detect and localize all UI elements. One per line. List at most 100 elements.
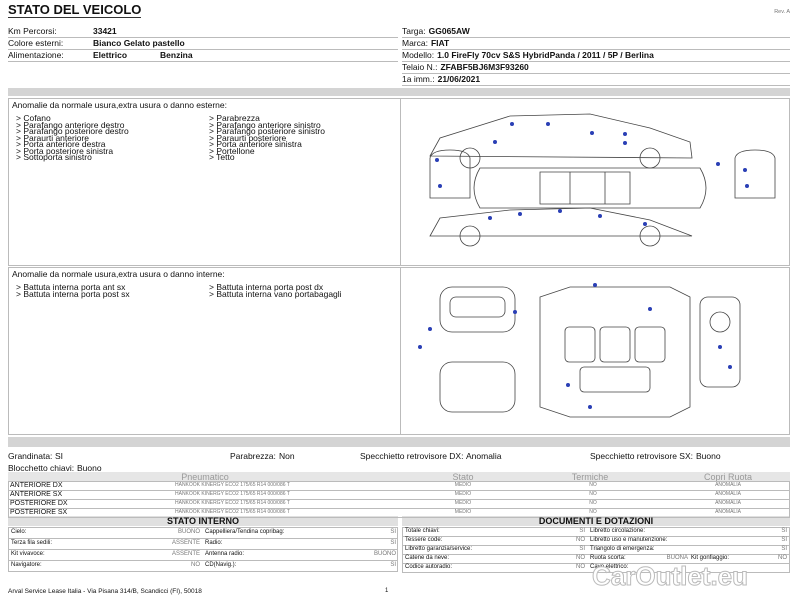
tyre-cell: ANOMALIA [715, 500, 741, 506]
table-value: ASSENTE [171, 540, 200, 546]
separator-bar [8, 437, 790, 447]
anomaly-item: > Parafango posteriore sinistro [209, 126, 325, 136]
section-title: Anomalie da normale usura,extra usura o … [12, 269, 225, 279]
table-label: Codice autoradio: [405, 564, 453, 570]
table-label: Kit gonfiaggio: [691, 555, 730, 561]
footer-address: Arval Service Lease Italia - Via Pisana … [8, 588, 202, 595]
table-value: BUONA [666, 555, 688, 561]
table-label: Ruota scorta: [590, 555, 626, 561]
vehicle-row: Targa: GG065AW [402, 26, 790, 38]
condition-value: Non [279, 451, 295, 461]
vehicle-row: Modello: 1.0 FireFly 70cv S&S HybridPanda… [402, 50, 790, 62]
table-value: NO [778, 555, 787, 561]
table-value: SI [390, 562, 396, 568]
tyre-cell: HANKOOK KINERGY ECO2 175/65 R14 000/086 … [175, 500, 290, 506]
table-value: SI [390, 529, 396, 535]
interior-diagram [418, 283, 741, 418]
report-title: STATO DEL VEICOLO [8, 2, 142, 18]
table-value: SI [781, 537, 787, 543]
table-label: Triangolo di emergenza: [590, 546, 655, 552]
vehicle-row: Alimentazione: Elettrico Benzina [8, 50, 398, 62]
vehicle-row: Telaio N.: ZFABF5BJ6M3F93260 [402, 62, 790, 74]
tyre-cell: NO [589, 482, 597, 488]
tyre-position: ANTERIORE SX [10, 491, 63, 498]
vehicle-row: 1a imm.: 21/06/2021 [402, 74, 790, 86]
table-label: Cappelliera/Tendina copribag: [205, 529, 285, 535]
field-value: GG065AW [428, 26, 470, 36]
revision: Rev. A [774, 9, 790, 15]
documents-header [402, 516, 790, 526]
watermark: CarOutlet.eu [591, 561, 749, 591]
table-label: Navigatore: [11, 562, 42, 568]
vehicle-row: Km Percorsi: 33421 [8, 26, 398, 38]
field-value: 33421 [93, 26, 117, 36]
section-title: Anomalie da normale usura,extra usura o … [12, 100, 227, 110]
table-label: Totale chiavi: [405, 528, 440, 534]
anomaly-item: > Battuta interna vano portabagagli [209, 288, 342, 299]
table-label: Catene da neve: [405, 555, 450, 561]
table-value: ASSENTE [171, 551, 200, 557]
condition-label: Grandinata: [8, 451, 53, 461]
tyre-position: POSTERIORE SX [10, 509, 68, 516]
condition-label: Specchietto retrovisore SX: [590, 451, 693, 461]
table-label: Libretto circolazione: [590, 528, 646, 534]
tyre-row-border [8, 508, 790, 518]
table-label: Tessere code: [405, 537, 443, 543]
table-label: Antenna radio: [205, 551, 245, 557]
field-value: Elettrico [93, 50, 128, 60]
tyre-cell: MEDIO [454, 500, 472, 506]
anomaly-item: > Porta anteriore destra [16, 139, 106, 149]
anomaly-item: > Cofano [16, 113, 51, 123]
table-row-border [402, 563, 790, 573]
field-value: Bianco Gelato pastello [93, 38, 185, 48]
table-value: SI [781, 528, 787, 534]
tyre-cell: ANOMALIA [715, 509, 741, 515]
anomaly-item: > Portellone [209, 145, 255, 156]
tyre-cell: ANOMALIA [715, 482, 741, 488]
anomaly-item: > Parafango anteriore sinistro [209, 119, 321, 130]
exterior-diagram-frame [400, 98, 790, 266]
table-label: Terza fila sedili: [11, 540, 53, 546]
field-label: Marca: [402, 38, 428, 48]
field-label: Colore esterni: [8, 38, 64, 48]
table-value: NO [576, 564, 585, 570]
table-label: Libretto garanzia/service: [405, 546, 473, 552]
interior-diagram-frame [400, 267, 790, 435]
table-value: SI [781, 546, 787, 552]
vehicle-row: Marca: FIAT [402, 38, 790, 50]
table-value: BUONO [177, 529, 200, 535]
field-label: Targa: [402, 26, 426, 36]
table-value: NO [576, 537, 585, 543]
table-label: Radio: [205, 540, 223, 546]
table-label: Cielo: [11, 529, 27, 535]
field-value: 21/06/2021 [437, 74, 481, 84]
field-value: ZFABF5BJ6M3F93260 [440, 62, 529, 72]
table-value: BUONO [373, 551, 396, 557]
condition-value: Buono [696, 451, 721, 461]
anomaly-item: > Paraurti posteriore [209, 132, 287, 143]
table-value: NO [191, 562, 200, 568]
tyre-cell: MEDIO [454, 491, 472, 497]
field-label: 1a imm.: [402, 74, 435, 84]
table-label: CD(Navig.): [205, 562, 237, 568]
condition-value: Buono [77, 463, 102, 473]
tyre-cell: MEDIO [454, 482, 472, 488]
anomaly-item: > Battuta interna porta post dx [209, 282, 324, 292]
anomaly-item: > Battuta interna porta post sx [16, 288, 130, 299]
anomaly-item: > Paraurti anteriore [16, 132, 89, 143]
tyre-cell: NO [589, 500, 597, 506]
tyre-position: POSTERIORE DX [10, 500, 68, 507]
tyre-header: Stato [452, 472, 474, 482]
anomaly-item: > Porta anteriore sinistra [209, 139, 302, 149]
field-label: Telaio N.: [402, 62, 438, 72]
anomaly-item: > Battuta interna porta ant sx [16, 282, 126, 292]
table-label: Cavo elettrico: [590, 564, 629, 570]
table-title: STATO INTERNO [167, 516, 239, 526]
condition-label: Parabrezza: [230, 451, 276, 461]
anomaly-item: > Tetto [209, 152, 235, 162]
field-value: 1.0 FireFly 70cv S&S HybridPanda / 2011 … [437, 50, 654, 60]
tyre-cell: NO [589, 491, 597, 497]
vehicle-row: Colore esterni: Bianco Gelato pastello [8, 38, 398, 50]
table-value: SI [579, 528, 585, 534]
